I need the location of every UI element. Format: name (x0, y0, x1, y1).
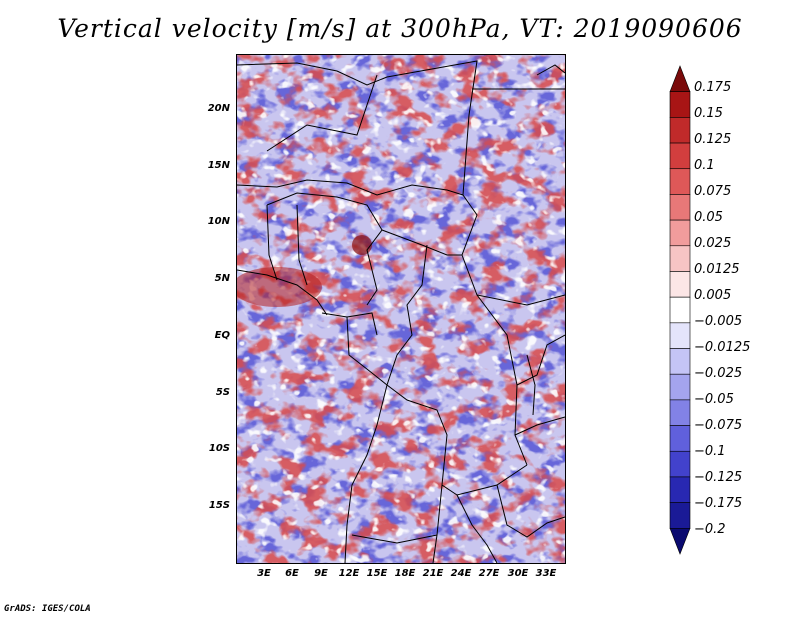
lon-label: 33E (535, 568, 557, 579)
convective-core (352, 235, 372, 255)
colorbar-label: 0.005 (694, 288, 732, 303)
lat-label: EQ (214, 330, 230, 341)
colorbar-swatch (669, 528, 691, 555)
velocity-field-map (237, 55, 565, 563)
lon-label: 30E (507, 568, 529, 579)
lat-label: 10S (208, 443, 230, 454)
lat-label: 5N (214, 273, 230, 284)
colorbar-label: 0.05 (694, 210, 723, 225)
colorbar-swatch (669, 476, 691, 503)
lon-label: 24E (450, 568, 472, 579)
colorbar-swatch (669, 348, 691, 375)
country-borders (237, 60, 565, 563)
colorbar-label: 0.0125 (694, 262, 740, 277)
colorbar-label: 0.075 (694, 184, 732, 199)
lat-label: 15N (207, 160, 230, 171)
colorbar-swatches (669, 65, 691, 555)
credit-text: GrADS: IGES/COLA (4, 604, 91, 614)
strong-updraft-region (237, 267, 322, 307)
colorbar-swatch (669, 219, 691, 247)
colorbar-swatch (669, 117, 691, 144)
lat-label: 15S (208, 500, 230, 511)
colorbar-swatch (669, 245, 691, 272)
lat-label: 20N (207, 103, 230, 114)
colorbar-swatch (669, 194, 691, 221)
colorbar-swatch (669, 450, 691, 478)
map-panel (236, 54, 566, 564)
colorbar-label: −0.2 (694, 522, 726, 537)
colorbar-swatch (669, 142, 691, 170)
colorbar-label: 0.15 (694, 106, 723, 121)
lon-label: 21E (422, 568, 444, 579)
colorbar-label: −0.05 (694, 392, 734, 407)
colorbar-label: −0.175 (694, 496, 743, 511)
colorbar-label: −0.1 (694, 444, 726, 459)
lat-label: 10N (207, 216, 230, 227)
colorbar-swatch (669, 373, 691, 401)
lon-label: 27E (478, 568, 500, 579)
colorbar-swatch (669, 296, 691, 324)
colorbar-swatch (669, 322, 691, 349)
colorbar-label: −0.025 (694, 366, 743, 381)
colorbar-swatch (669, 168, 691, 195)
lat-label: 5S (215, 387, 230, 398)
colorbar-swatch (669, 502, 691, 529)
colorbar-label: 0.1 (694, 158, 715, 173)
colorbar-label: 0.025 (694, 236, 732, 251)
colorbar-swatch (669, 91, 691, 118)
lon-label: 6E (285, 568, 299, 579)
colorbar-swatch (669, 425, 691, 452)
lon-label: 18E (394, 568, 416, 579)
colorbar-label: −0.125 (694, 470, 743, 485)
colorbar-swatch (669, 271, 691, 298)
colorbar-label: −0.005 (694, 314, 743, 329)
colorbar-swatch (669, 65, 691, 92)
colorbar-label: −0.0125 (694, 340, 751, 355)
lon-label: 3E (257, 568, 271, 579)
plot-title: Vertical velocity [m/s] at 300hPa, VT: 2… (57, 14, 743, 43)
lon-label: 12E (338, 568, 360, 579)
colorbar-label: 0.175 (694, 80, 732, 95)
lon-label: 9E (314, 568, 328, 579)
colorbar (669, 65, 691, 555)
colorbar-label: −0.075 (694, 418, 743, 433)
lon-label: 15E (366, 568, 388, 579)
colorbar-swatch (669, 399, 691, 426)
colorbar-label: 0.125 (694, 132, 732, 147)
